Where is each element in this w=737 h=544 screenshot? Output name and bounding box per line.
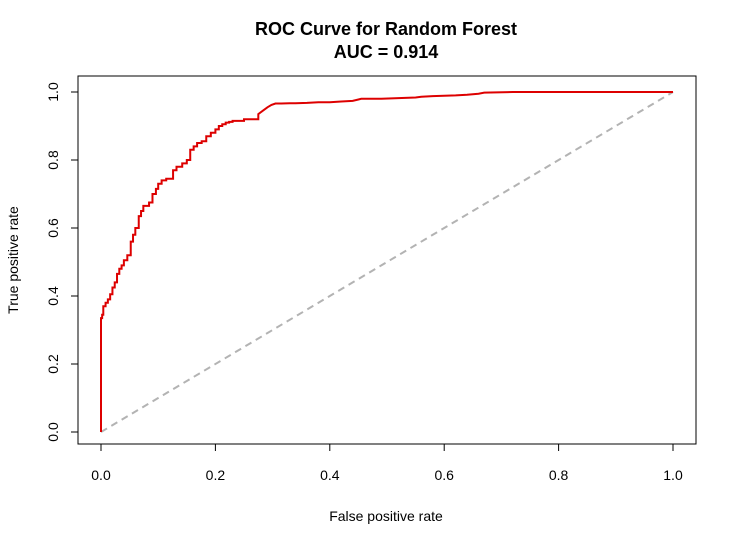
plot-frame: [77, 75, 697, 445]
y-tick-label: 1.0: [45, 82, 61, 102]
y-axis-label: True positive rate: [5, 206, 21, 314]
x-tick-label: 0.4: [320, 467, 340, 483]
y-tick-label: 0.8: [45, 150, 61, 170]
x-tick-label: 0.8: [549, 467, 569, 483]
y-tick-label: 0.6: [45, 218, 61, 238]
diagonal-reference-line: [100, 91, 674, 433]
y-tick-label: 0.4: [45, 286, 61, 306]
y-tick-label: 0.2: [45, 354, 61, 374]
chart-title: ROC Curve for Random Forest: [255, 19, 517, 39]
y-axis: 0.0 0.2 0.4 0.6 0.8 1.0: [45, 82, 79, 442]
x-axis: 0.0 0.2 0.4 0.6 0.8 1.0: [91, 443, 683, 483]
y-tick-label: 0.0: [45, 422, 61, 442]
x-tick-label: 1.0: [663, 467, 683, 483]
x-tick-label: 0.2: [206, 467, 226, 483]
roc-curve-line: [100, 91, 673, 432]
x-tick-label: 0.0: [91, 467, 111, 483]
x-axis-label: False positive rate: [329, 508, 443, 524]
series-layer: [100, 91, 674, 433]
chart-subtitle: AUC = 0.914: [334, 42, 439, 62]
x-tick-label: 0.6: [434, 467, 454, 483]
